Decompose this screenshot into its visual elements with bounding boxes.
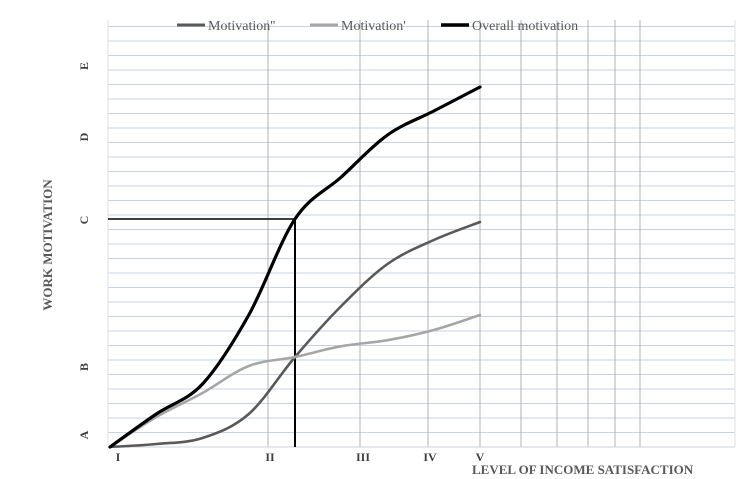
horizontal-gridlines (108, 26, 735, 433)
series-line-3 (108, 85, 482, 449)
y-tick-label: D (77, 132, 91, 141)
legend-entry: Overall motivation (472, 19, 578, 34)
y-tick-label: E (77, 62, 91, 70)
y-tick-label: B (77, 363, 91, 371)
y-tick-label: C (77, 216, 91, 225)
x-axis-label: LEVEL OF INCOME SATISFACTION (472, 462, 694, 477)
x-tick-label: I (116, 450, 121, 464)
y-tick-label: A (77, 430, 91, 439)
guide-lines (108, 218, 296, 447)
vertical-gridlines (267, 20, 641, 447)
legend: Motivation'' Motivation' Overall motivatio… (177, 19, 578, 34)
series-lines (108, 85, 482, 449)
axes (107, 20, 736, 448)
x-tick-label: II (265, 450, 275, 464)
series-line-2 (108, 313, 482, 449)
y-axis-label: WORK MOTIVATION (40, 179, 55, 311)
legend-entry: Motivation'' (208, 19, 275, 34)
legend-entry: Motivation' (341, 19, 406, 34)
x-tick-label: IV (423, 450, 437, 464)
x-tick-label: V (476, 450, 485, 464)
x-tick-label: III (356, 450, 370, 464)
